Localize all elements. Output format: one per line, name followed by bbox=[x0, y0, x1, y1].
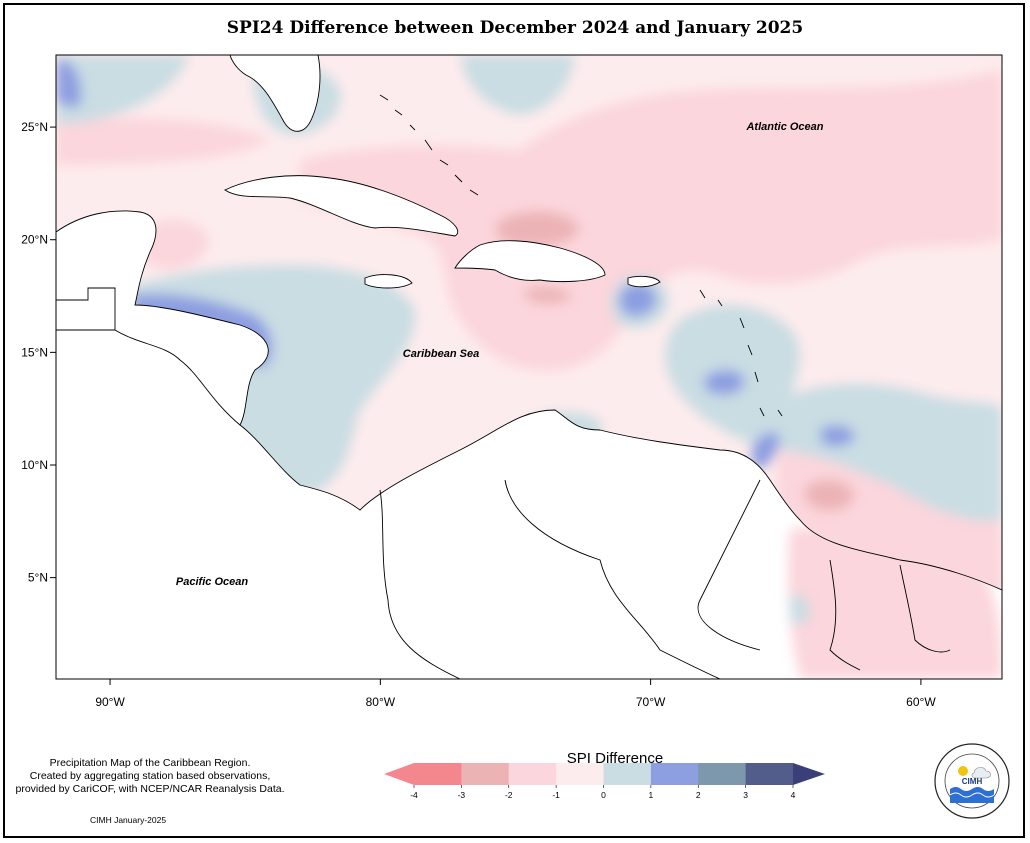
legend-tick-label: 0 bbox=[601, 790, 606, 800]
border-venezuela-guyana bbox=[697, 479, 761, 651]
legend-swatch bbox=[508, 763, 557, 785]
landmasses bbox=[56, 55, 1002, 679]
map-title: SPI24 Difference between December 2024 a… bbox=[226, 18, 804, 38]
spi-region-bahamas-dry bbox=[375, 154, 425, 183]
spi-region-guiana-land bbox=[788, 526, 1002, 679]
x-tick-label: 60°W bbox=[906, 695, 936, 709]
border-centralamerica bbox=[114, 329, 241, 426]
spi-region-puertorico-wet bbox=[619, 282, 657, 317]
spi-region-windward-wet bbox=[665, 305, 1002, 521]
coast-puerto-rico bbox=[627, 275, 661, 288]
y-tick-label: 10°N bbox=[21, 458, 48, 472]
x-tick-label: 90°W bbox=[95, 695, 125, 709]
spi-region-barbados-wet bbox=[703, 369, 745, 395]
spi-region-hispaniola-dry bbox=[495, 211, 580, 247]
cloud-icon bbox=[971, 767, 991, 779]
footer-line-2: Created by aggregating station based obs… bbox=[29, 770, 271, 782]
spi-region-gulf-core bbox=[56, 59, 82, 108]
spi-region-north-wet bbox=[460, 55, 575, 115]
footer-line-1: Precipitation Map of the Caribbean Regio… bbox=[49, 757, 251, 769]
x-tick-label: 80°W bbox=[366, 695, 396, 709]
cimh-logo: CIMH bbox=[934, 743, 1010, 819]
footer-credit: CIMH January-2025 bbox=[90, 815, 167, 825]
legend-tick-label: -3 bbox=[458, 790, 466, 800]
spi-land-overlays bbox=[788, 526, 1002, 679]
legend-tick-label: -1 bbox=[552, 790, 560, 800]
land-jamaica bbox=[365, 274, 412, 288]
coast-bahamas bbox=[379, 94, 479, 196]
legend-title: SPI Difference bbox=[566, 750, 664, 767]
spi-region-guiana-core bbox=[804, 479, 855, 511]
spi-region-haiti-dry bbox=[525, 286, 572, 304]
coast-jamaica bbox=[364, 274, 413, 289]
plot-border bbox=[55, 54, 1003, 680]
coast-hispaniola bbox=[454, 240, 606, 283]
legend-tick-label: 1 bbox=[649, 790, 654, 800]
legend-swatch bbox=[556, 763, 604, 785]
border-mexico bbox=[56, 287, 116, 331]
legend-tick-label: -2 bbox=[505, 790, 513, 800]
legend-tick-label: 2 bbox=[696, 790, 701, 800]
legend-arrow-right bbox=[793, 763, 825, 785]
legend-swatch bbox=[698, 763, 747, 785]
label-caribbean-sea: Caribbean Sea bbox=[403, 348, 479, 360]
spi-region-suriname-wet bbox=[790, 593, 811, 626]
spi-region-tobago-wet bbox=[820, 425, 855, 447]
land-florida bbox=[230, 55, 320, 132]
coast-cuba bbox=[224, 175, 459, 237]
spi-region-gulf-dry bbox=[56, 118, 270, 165]
border-colombia-venezuela bbox=[504, 479, 721, 679]
legend-arrow-left bbox=[384, 763, 414, 785]
legend-tick-label: -4 bbox=[410, 790, 418, 800]
wave-line-icon bbox=[949, 792, 995, 798]
legend-tick-label: 3 bbox=[743, 790, 748, 800]
land-hispaniola bbox=[455, 240, 605, 282]
coast-florida bbox=[229, 55, 321, 132]
footer-description: Precipitation Map of the Caribbean Regio… bbox=[0, 757, 300, 796]
legend-swatch bbox=[603, 763, 652, 785]
land-puerto-rico bbox=[628, 276, 660, 287]
y-tick-label: 20°N bbox=[21, 233, 48, 247]
logo-text: CIMH bbox=[962, 777, 983, 786]
footer-line-3: provided by CariCOF, with NCEP/NCAR Rean… bbox=[15, 783, 285, 795]
x-axis: 90°W 80°W 70°W 60°W bbox=[95, 679, 936, 709]
legend-swatch bbox=[745, 763, 794, 785]
sun-icon bbox=[958, 766, 968, 776]
land-cuba bbox=[225, 175, 458, 236]
label-pacific-ocean: Pacific Ocean bbox=[176, 576, 248, 588]
legend-swatch bbox=[461, 763, 510, 785]
spi-region-gulf-wet bbox=[56, 55, 190, 125]
legend-swatch bbox=[650, 763, 699, 785]
legend-colorbar: -4 -3 -2 -1 0 1 2 3 4 bbox=[384, 763, 825, 800]
plot-area: Atlantic Ocean Caribbean Sea Pacific Oce… bbox=[56, 55, 1002, 679]
spi-region-trinidad-wet bbox=[752, 432, 780, 469]
legend-tick-label: 4 bbox=[791, 790, 796, 800]
border-guyana-suriname bbox=[829, 559, 861, 671]
y-tick-label: 5°N bbox=[28, 571, 48, 585]
y-tick-label: 15°N bbox=[21, 345, 48, 359]
y-tick-label: 25°N bbox=[21, 120, 48, 134]
x-tick-label: 70°W bbox=[636, 695, 666, 709]
y-axis: 5°N 10°N 15°N 20°N 25°N bbox=[21, 120, 56, 585]
land-yucatan-centralamerica bbox=[56, 210, 1002, 679]
legend-swatch bbox=[414, 763, 462, 785]
spi-region-atlantic-dry bbox=[300, 70, 1002, 371]
spi-region-yucatan-dry bbox=[139, 220, 210, 269]
border-suriname-fguiana bbox=[899, 564, 951, 653]
coast-lesser-antilles bbox=[699, 289, 783, 417]
coastlines bbox=[56, 55, 1002, 679]
label-atlantic-ocean: Atlantic Ocean bbox=[745, 121, 823, 133]
border-panama-colombia bbox=[379, 489, 461, 679]
